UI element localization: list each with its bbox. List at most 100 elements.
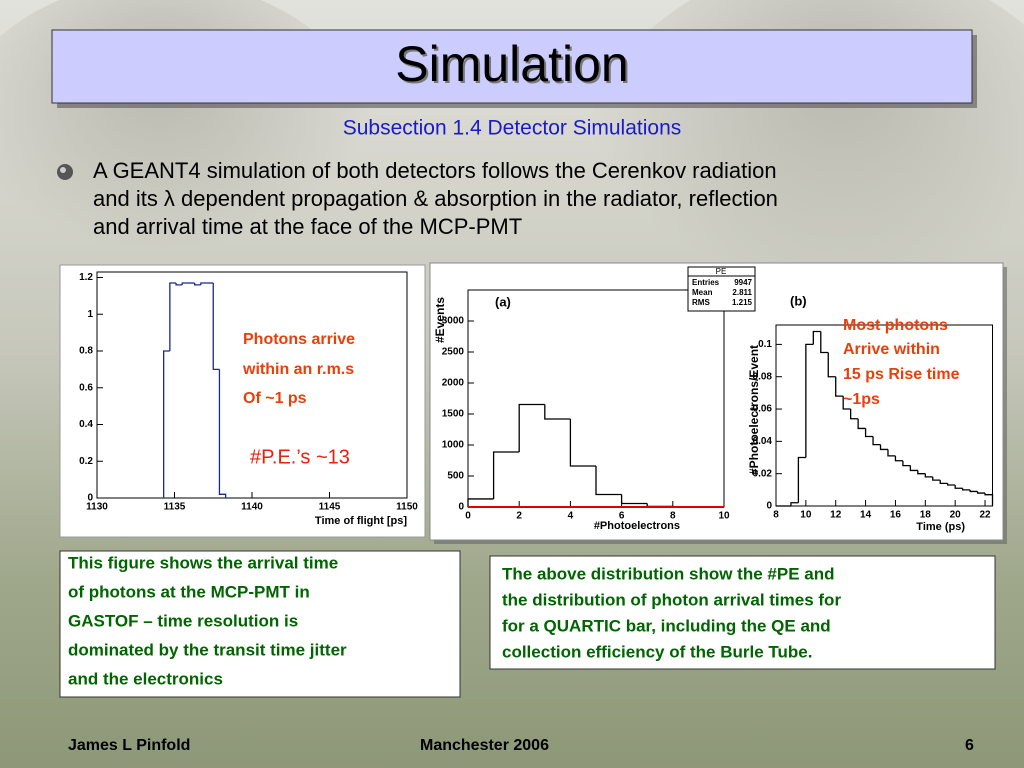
stats-key: Entries xyxy=(692,278,720,287)
histogram-bin xyxy=(969,489,978,493)
x-tick-label: 2 xyxy=(516,511,522,522)
histogram-bin xyxy=(984,493,994,506)
annotation: ~1ps xyxy=(843,391,880,408)
y-tick-label: 0.06 xyxy=(753,404,773,415)
annotation: Arrive within xyxy=(843,341,940,358)
y-tick-label: 3000 xyxy=(442,316,465,327)
y-axis-label: #Photoelectrons/Event xyxy=(747,345,761,475)
x-tick-label: 1145 xyxy=(319,502,341,513)
histogram-bin xyxy=(909,465,918,472)
histogram-bin xyxy=(181,282,189,285)
annotation: within an r.m.s xyxy=(242,361,354,378)
caption-line: This figure shows the arrival time xyxy=(68,553,338,572)
footer-author: James L Pinfold xyxy=(68,737,190,754)
histogram-bin xyxy=(163,350,170,498)
histogram-bin xyxy=(864,428,874,438)
x-tick-label: 1150 xyxy=(396,502,418,513)
y-tick-label: 0.8 xyxy=(79,346,93,357)
y-tick-label: 0.08 xyxy=(753,371,773,382)
histogram-bin xyxy=(569,419,596,467)
histogram-bin xyxy=(218,369,227,498)
y-tick-label: 1500 xyxy=(442,409,465,420)
histogram-bin xyxy=(212,283,220,371)
histogram-bin xyxy=(932,476,941,481)
histogram-bin xyxy=(976,491,986,494)
histogram-bin xyxy=(924,473,933,478)
y-tick-label: 0 xyxy=(766,501,772,512)
title-box xyxy=(51,29,973,104)
x-tick-label: 8 xyxy=(773,510,779,521)
stats-value: 1.215 xyxy=(732,298,753,307)
histogram-bin xyxy=(954,484,963,489)
bullet-line: A GEANT4 simulation of both detectors fo… xyxy=(93,158,777,183)
stats-value: 9947 xyxy=(734,278,752,287)
histogram-bin xyxy=(887,449,896,457)
x-tick-label: 1135 xyxy=(164,502,186,513)
histogram-bin xyxy=(827,352,836,378)
histogram-bin xyxy=(857,418,866,430)
x-tick-label: 8 xyxy=(670,511,676,522)
histogram-bin xyxy=(492,451,520,499)
stats-key: Mean xyxy=(692,288,713,297)
subtitle: Subsection 1.4 Detector Simulations xyxy=(343,117,682,140)
histogram-bin xyxy=(518,403,545,453)
x-tick-label: 4 xyxy=(568,511,574,522)
histogram-bin xyxy=(200,282,208,285)
histogram-bin xyxy=(595,466,622,496)
histogram-bin xyxy=(961,488,971,491)
y-tick-label: 0.6 xyxy=(79,382,93,393)
x-tick-label: 1130 xyxy=(86,502,108,513)
y-tick-label: 1000 xyxy=(442,440,465,451)
histogram-bin xyxy=(842,396,851,410)
histogram-bin xyxy=(835,376,844,397)
annotation: #P.E.’s ~13 xyxy=(250,446,350,468)
histogram-bin xyxy=(467,498,494,507)
title: Simulation xyxy=(395,36,628,92)
y-tick-label: 1.2 xyxy=(79,272,93,283)
y-tick-label: 500 xyxy=(447,471,464,482)
caption-line: of photons at the MCP-PMT in xyxy=(68,582,310,601)
bullet-line: and arrival time at the face of the MCP-… xyxy=(93,214,522,239)
caption-line: The above distribution show the #PE and xyxy=(502,564,834,583)
x-tick-label: 12 xyxy=(830,510,842,521)
caption-line: the distribution of photon arrival times… xyxy=(502,590,841,609)
figure-panel xyxy=(59,264,426,538)
histogram-bin xyxy=(175,283,183,286)
x-tick-label: 22 xyxy=(979,510,991,521)
y-tick-label: 2500 xyxy=(442,347,465,358)
annotation: 15 ps Rise time xyxy=(843,366,960,383)
x-tick-label: 1140 xyxy=(241,502,263,513)
histogram-bin xyxy=(850,409,859,420)
bullet-line: and its λ dependent propagation & absorp… xyxy=(93,186,778,211)
histogram-bin xyxy=(194,283,201,286)
stats-value: 2.811 xyxy=(732,288,752,297)
histogram-bin xyxy=(620,494,648,505)
plot-label: (b) xyxy=(790,293,807,308)
x-tick-label: 10 xyxy=(718,511,730,522)
caption-line: collection efficiency of the Burle Tube. xyxy=(502,642,812,661)
x-tick-label: 0 xyxy=(465,511,471,522)
caption-line: for a QUARTIC bar, including the QE and xyxy=(502,616,831,635)
histogram-bin xyxy=(947,483,956,486)
plots: 1130 1135 1140 1145 1150 0 0.2 0.4 0.6 0.8 1 1.2 Tim… xyxy=(79,266,994,533)
histogram-bin xyxy=(879,444,888,451)
plot-label: (a) xyxy=(495,294,511,309)
x-tick-label: 18 xyxy=(920,510,932,521)
x-axis-label: Time of flight [ps] xyxy=(315,515,407,527)
histogram-bin xyxy=(902,460,911,467)
x-tick-label: 6 xyxy=(619,511,625,522)
plot-frame xyxy=(775,324,993,507)
histogram-bin xyxy=(169,282,177,352)
histogram-bin xyxy=(872,436,881,446)
footer-event: Manchester 2006 xyxy=(420,737,549,754)
histogram-bin xyxy=(812,330,821,345)
y-tick-label: 0.04 xyxy=(753,436,773,447)
y-tick-label: 0.02 xyxy=(753,468,773,479)
y-tick-label: 0.1 xyxy=(758,339,772,350)
annotation: Photons arrive xyxy=(243,331,355,348)
caption-line: dominated by the transit time jitter xyxy=(68,640,347,659)
histogram-bin xyxy=(797,456,806,503)
x-axis-label: Time (ps) xyxy=(916,521,965,533)
histogram-bin xyxy=(820,331,829,354)
